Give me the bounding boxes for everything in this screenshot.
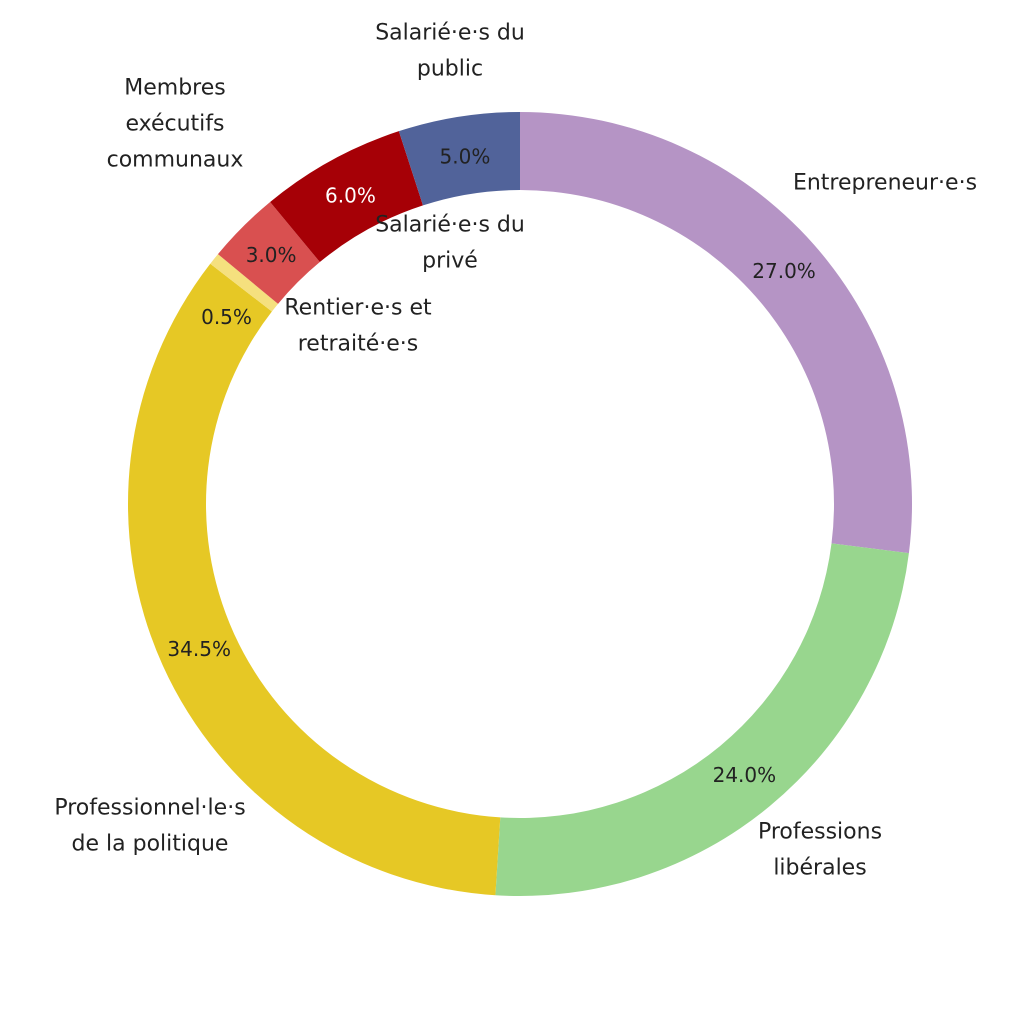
donut-slice xyxy=(270,131,423,263)
slice-category-label: Rentier·e·s et retraité·e·s xyxy=(284,296,432,357)
slice-category-label: Professions libérales xyxy=(758,820,882,881)
donut-slice xyxy=(127,263,501,896)
slice-category-label-line: libérales xyxy=(773,856,866,881)
slice-percent-label: 5.0% xyxy=(440,144,491,168)
donut-slice xyxy=(398,112,520,206)
slice-category-label-line: Salarié·e·s du xyxy=(375,213,525,238)
slice-percent-label: 3.0% xyxy=(246,243,297,267)
slice-category-label-line: exécutifs xyxy=(125,112,224,137)
slice-category-label: Salarié·e·s du privé xyxy=(375,213,525,274)
slice-category-label-line: privé xyxy=(422,249,478,274)
slice-category-label-line: Salarié·e·s du xyxy=(375,21,525,46)
slice-category-label-line: Professionnel·le·s xyxy=(54,796,245,821)
slice-percent-label: 0.5% xyxy=(201,305,252,329)
slice-category-label-line: Entrepreneur·e·s xyxy=(793,171,977,196)
slice-percent-label: 27.0% xyxy=(752,259,816,283)
slice-category-label: Professionnel·le·s de la politique xyxy=(54,796,245,857)
slice-percent-label: 34.5% xyxy=(167,637,231,661)
slice-category-label-line: Membres xyxy=(124,76,225,101)
slice-category-label: Entrepreneur·e·s xyxy=(793,171,977,196)
slice-category-label-line: public xyxy=(417,57,483,82)
slice-percent-label: 24.0% xyxy=(713,763,777,787)
donut-slice xyxy=(520,112,912,554)
slice-category-label-line: Professions xyxy=(758,820,882,845)
slice-category-label: Membres exécutifs communaux xyxy=(107,76,244,173)
slice-category-label-line: retraité·e·s xyxy=(298,332,419,357)
donut-slice xyxy=(495,543,909,897)
donut-slice xyxy=(210,254,279,312)
slice-category-label-line: de la politique xyxy=(72,832,229,857)
donut-slice xyxy=(217,201,320,304)
slice-percent-label: 6.0% xyxy=(325,184,376,208)
slice-category-label-line: communaux xyxy=(107,148,244,173)
slice-category-label: Salarié·e·s du public xyxy=(375,21,525,82)
slice-category-label-line: Rentier·e·s et xyxy=(284,296,432,321)
